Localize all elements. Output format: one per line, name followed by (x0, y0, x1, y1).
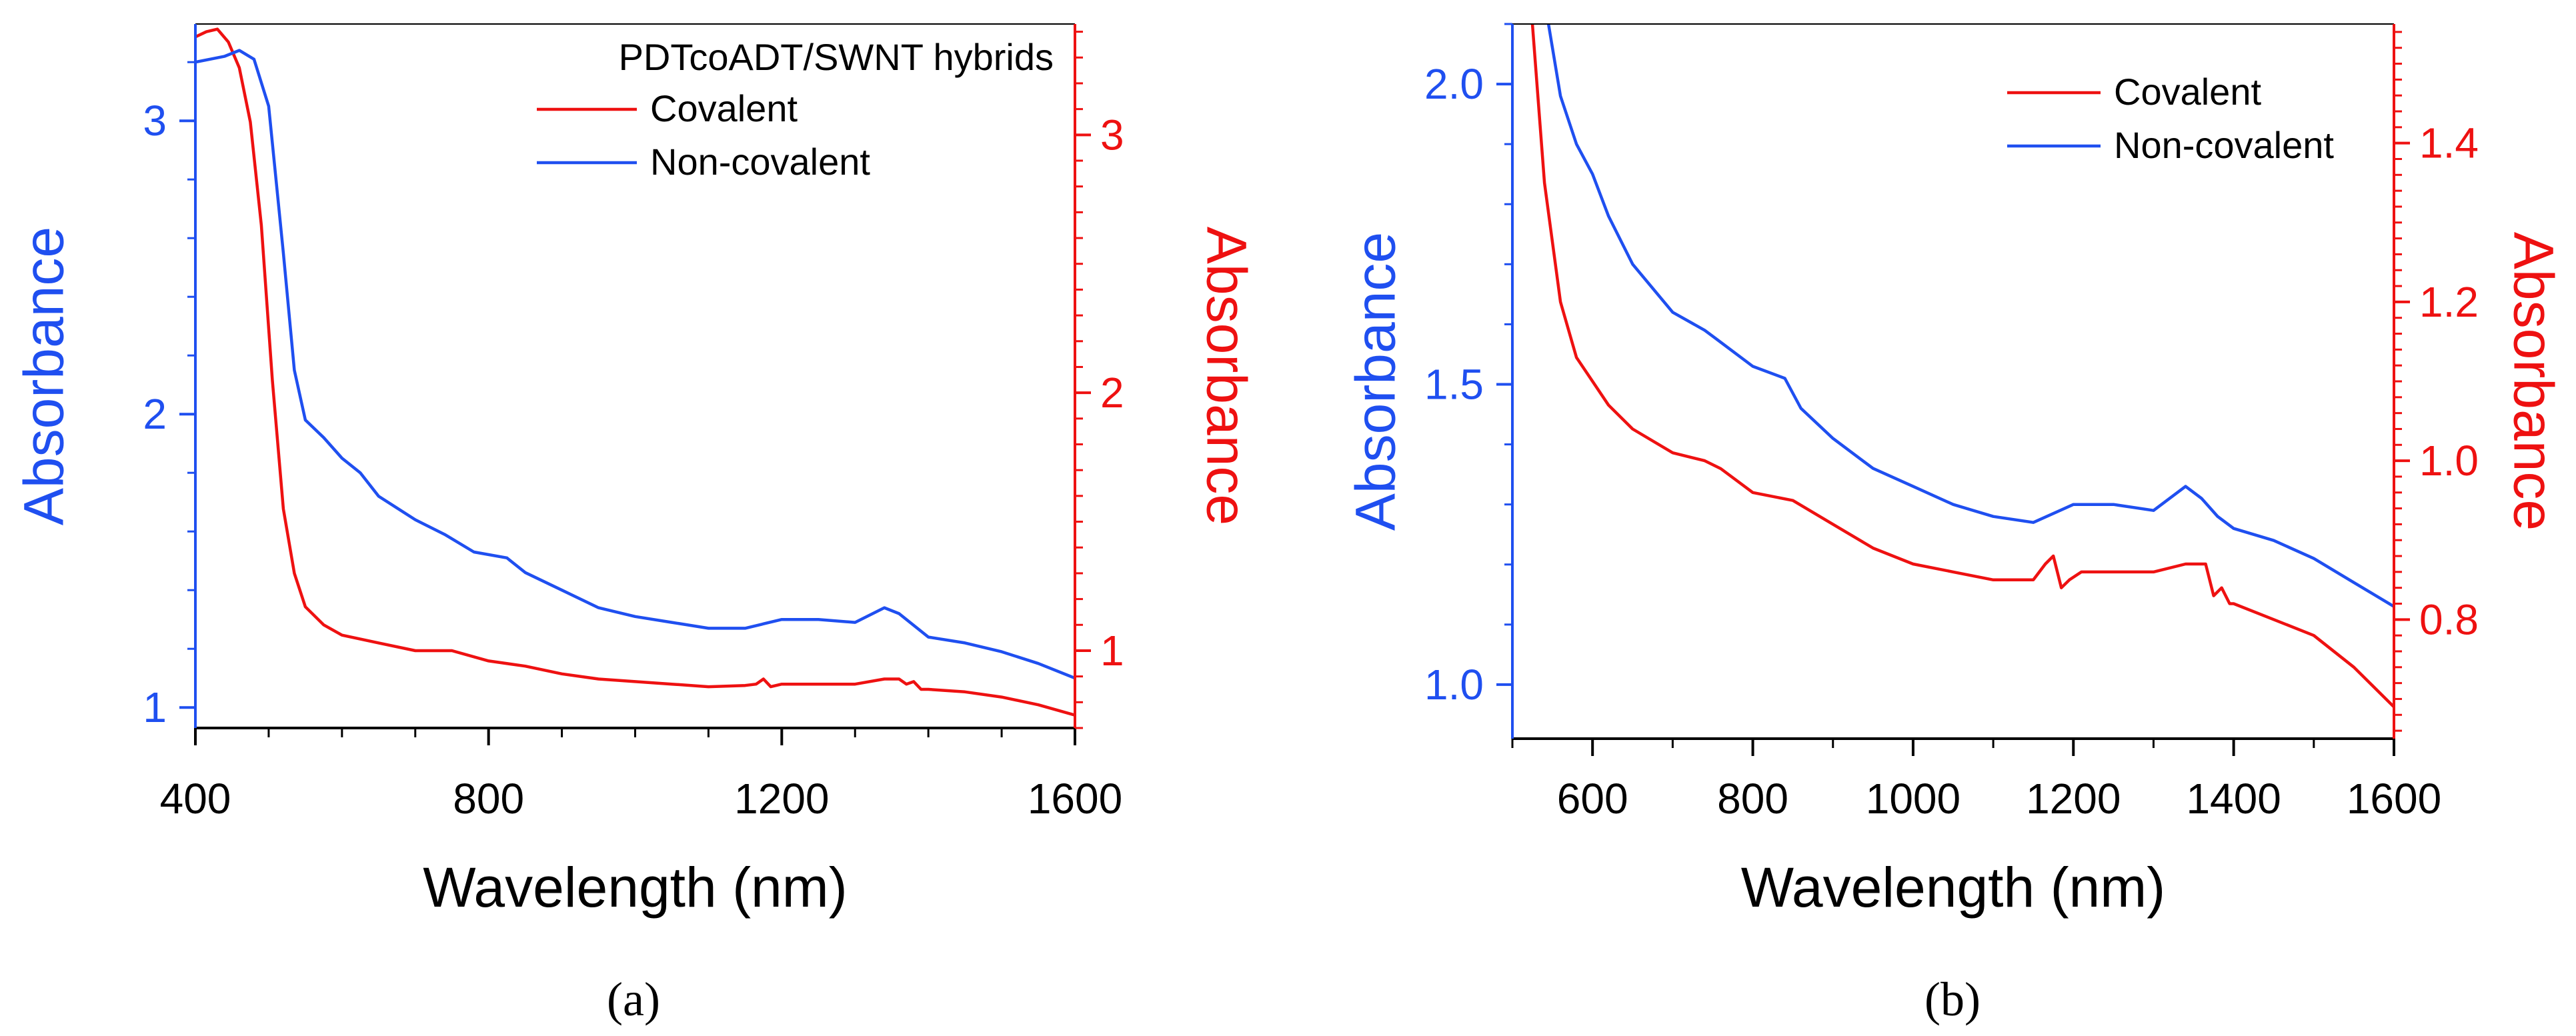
panel-b-right-tick-label: 1.2 (2419, 278, 2479, 326)
panel-a-left-tick-label: 3 (143, 97, 167, 145)
panel-a-x-tick-label: 1600 (1028, 775, 1122, 823)
panel-a-x-tick-label: 1200 (734, 775, 829, 823)
panel-b-chart: 600 800 1000 1200 1400 1600 1.0 1.5 2.0 0.8 1.0 1.2… (1344, 23, 2565, 1026)
panel-a-label: (a) (607, 973, 660, 1026)
panel-b-right-tick-label: 1.0 (2419, 437, 2479, 485)
panel-b-x-tick-label: 1400 (2186, 775, 2281, 823)
panel-a-left-tick-label: 2 (143, 390, 167, 438)
panel-b-x-tick-label: 800 (1717, 775, 1788, 823)
panel-a-x-tick-label: 400 (160, 775, 231, 823)
panel-b-x-tick-label: 1200 (2026, 775, 2121, 823)
panel-a-right-axis-title: Absorbance (1196, 227, 1258, 525)
panel-a-right-tick-label: 3 (1100, 111, 1124, 159)
panel-b-x-axis-title: Wavelength (nm) (1741, 856, 2165, 919)
panel-b-right-tick-label: 1.4 (2419, 119, 2479, 167)
panel-a-x-tick-label: 800 (453, 775, 524, 823)
panel-a-right-tick-label: 2 (1100, 369, 1124, 417)
panel-b-left-tick-label: 1.5 (1424, 361, 1484, 409)
panel-b-legend-label: Non-covalent (2114, 124, 2334, 166)
panel-b-legend: Covalent Non-covalent (2007, 71, 2334, 166)
panel-b-series-non-covalent (1546, 24, 2394, 608)
panel-a-left-tick-label: 1 (143, 683, 167, 731)
panel-a-series-non-covalent (195, 49, 1075, 680)
panel-b-left-tick-label: 1.0 (1424, 661, 1484, 709)
panel-a-right-tick-label: 1 (1100, 627, 1124, 675)
panel-a-legend-label: Covalent (650, 87, 798, 129)
panel-b-left-tick-label: 2.0 (1424, 60, 1484, 108)
panel-b-right-axis-title: Absorbance (2503, 232, 2565, 531)
panel-a-series-covalent (195, 27, 1075, 717)
panel-b-left-axis-title: Absorbance (1344, 232, 1406, 531)
panel-b-x-tick-label: 1000 (1866, 775, 1961, 823)
panel-a-chart: 400 800 1200 1600 1 2 3 1 2 3 Wavelength (nm) Absor… (12, 23, 1258, 1026)
panel-b-right-tick-label: 0.8 (2419, 595, 2479, 643)
panel-b-label: (b) (1924, 973, 1981, 1026)
panel-a-legend-title: PDTcoADT/SWNT hybrids (619, 36, 1054, 78)
panel-a-left-axis-title: Absorbance (12, 227, 75, 525)
panel-a-x-axis-title: Wavelength (nm) (423, 856, 847, 919)
panel-b-series-covalent (1530, 24, 2394, 708)
panel-a-legend: PDTcoADT/SWNT hybrids Covalent Non-covalen… (537, 36, 1054, 183)
panel-b-legend-label: Covalent (2114, 71, 2261, 113)
panel-b-x-tick-label: 600 (1557, 775, 1628, 823)
panel-a-legend-label: Non-covalent (650, 141, 870, 183)
panel-b-x-tick-label: 1600 (2347, 775, 2441, 823)
